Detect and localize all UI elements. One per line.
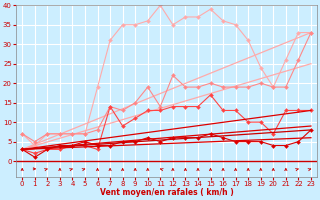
X-axis label: Vent moyen/en rafales ( km/h ): Vent moyen/en rafales ( km/h ) (100, 188, 234, 197)
